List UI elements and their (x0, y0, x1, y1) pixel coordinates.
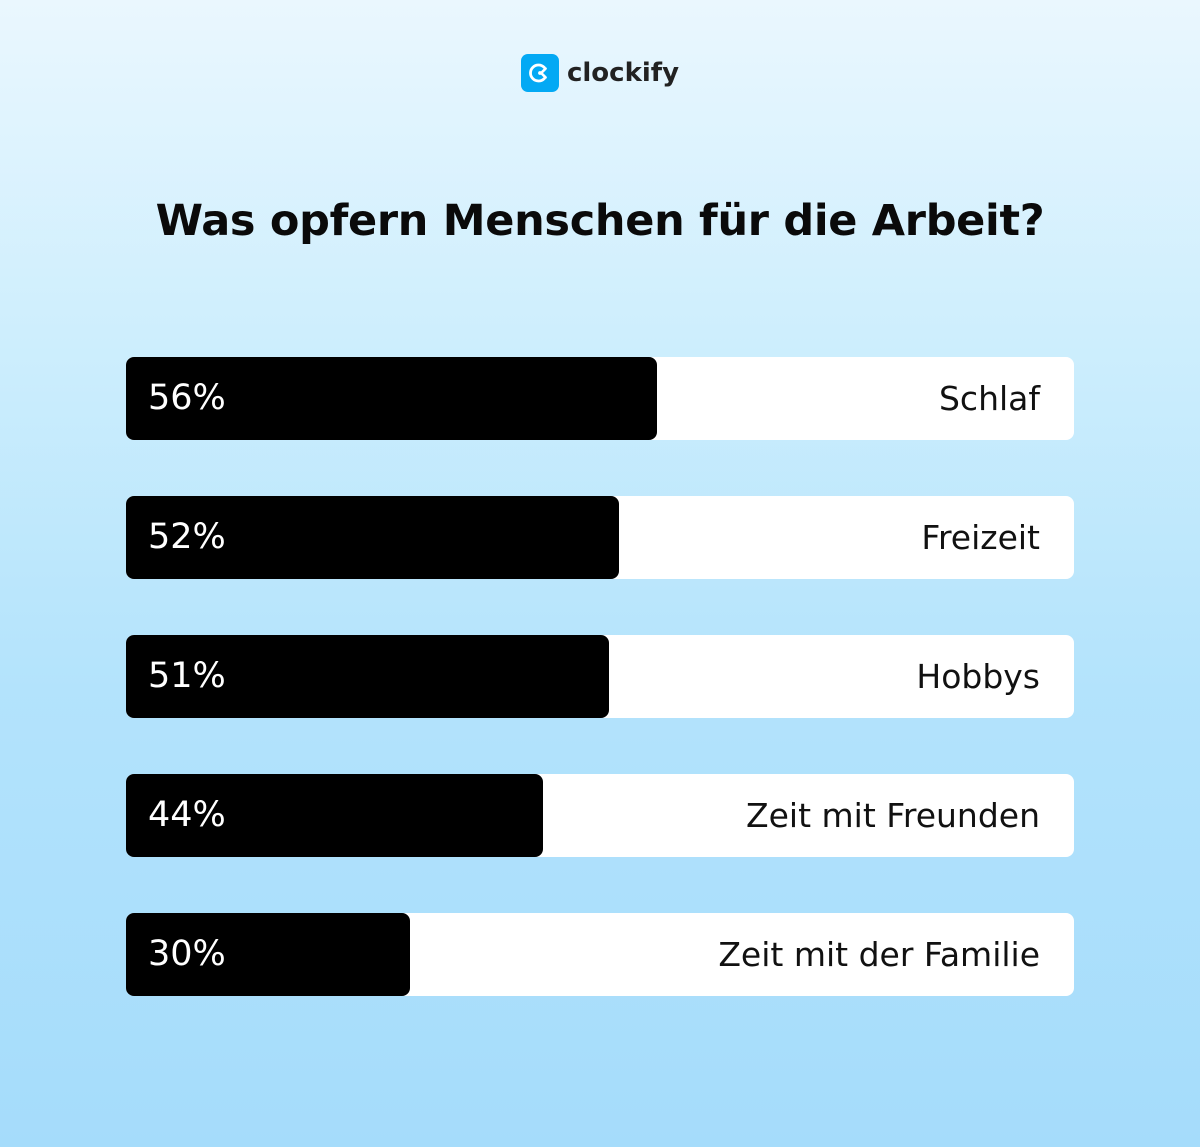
bar-row: 56% Schlaf (126, 357, 1074, 440)
bar-category-label: Zeit mit der Familie (718, 935, 1040, 974)
bar-value-label: 51% (148, 656, 226, 696)
bar-category-label: Hobbys (916, 657, 1040, 696)
bar: 44% (126, 774, 544, 857)
chart-title: Was opfern Menschen für die Arbeit? (155, 196, 1045, 246)
bar: 56% (126, 357, 657, 440)
clockify-logo-icon (520, 54, 559, 92)
bar-value-label: 30% (148, 934, 226, 974)
brand-name: clockify (566, 58, 680, 88)
bar-value-label: 44% (148, 795, 226, 835)
bar-category-label: Freizeit (921, 518, 1040, 557)
bar-value-label: 52% (148, 517, 226, 557)
bar-row: 30% Zeit mit der Familie (126, 913, 1074, 996)
clock-c-icon (529, 63, 547, 83)
bar: 51% (126, 635, 610, 718)
bar: 30% (126, 913, 411, 996)
brand-logo: clockify (0, 54, 1200, 92)
bar: 52% (126, 496, 619, 579)
bar-row: 44% Zeit mit Freunden (126, 774, 1074, 857)
bar-value-label: 56% (148, 378, 226, 418)
bar-row: 52% Freizeit (126, 496, 1074, 579)
bar-chart: 56% Schlaf 52% Freizeit 51% Hobbys 44% Zeit mit… (126, 357, 1074, 1052)
bar-row: 51% Hobbys (126, 635, 1074, 718)
bar-category-label: Schlaf (938, 379, 1040, 418)
bar-category-label: Zeit mit Freunden (746, 796, 1040, 835)
